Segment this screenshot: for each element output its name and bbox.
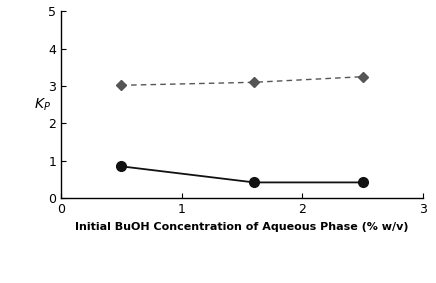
Line: OA: OA [118,73,366,89]
TOA [252,181,257,184]
TOA [119,165,124,168]
OA [360,75,365,78]
Line: TOA: TOA [116,162,368,187]
X-axis label: Initial BuOH Concentration of Aqueous Phase (% w/v): Initial BuOH Concentration of Aqueous Ph… [75,222,409,231]
OA [119,83,124,87]
Y-axis label: $K_P$: $K_P$ [34,97,51,113]
TOA [360,181,365,184]
OA [252,81,257,84]
